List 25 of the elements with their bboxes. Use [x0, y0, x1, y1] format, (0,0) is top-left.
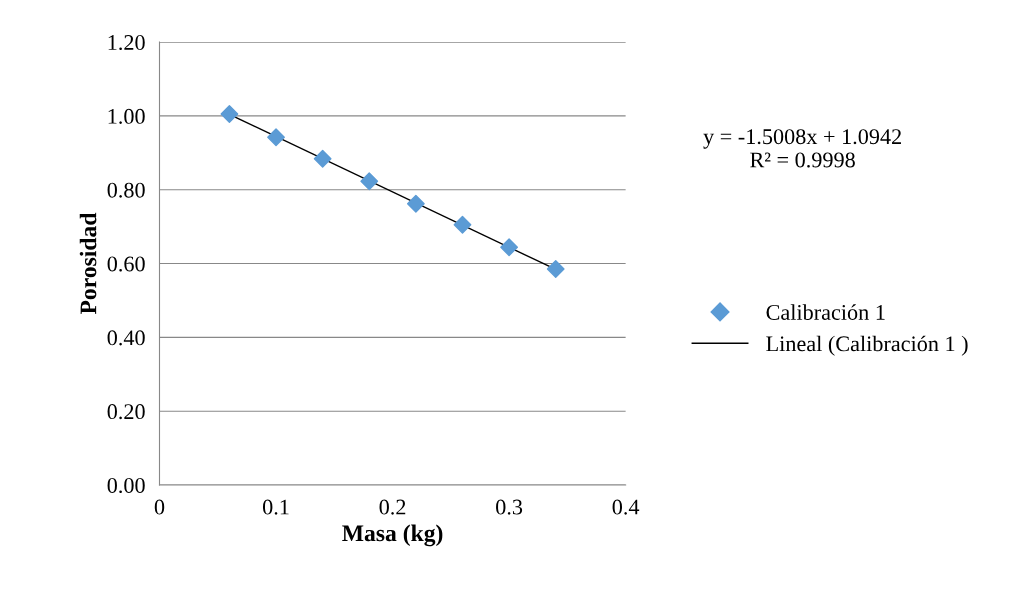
y-tick-label: 0.20: [107, 404, 145, 420]
point: [500, 238, 519, 257]
text: y = -1.5008x + 1.0942 R² = 0.9998: [703, 129, 901, 168]
legend-label: Calibración 1: [766, 304, 885, 320]
legend-label: Lineal (Calibración 1 ): [766, 335, 968, 356]
x-tick-label: 0.4: [612, 499, 640, 515]
y-tick-label: 0.40: [107, 330, 145, 346]
y-axis-title: Porosidad: [79, 212, 97, 315]
y-tick-label: 0.00: [107, 477, 145, 494]
point: [220, 105, 239, 123]
y-tick-label: 0.60: [107, 256, 145, 272]
x-tick-label: 0: [154, 499, 165, 515]
point: [360, 172, 379, 191]
x-tick-label: 0.2: [379, 499, 406, 515]
x-tick-label: 0.3: [496, 499, 523, 515]
point: [267, 128, 285, 147]
point: [313, 149, 332, 168]
point: [546, 260, 565, 278]
x-tick-label: 0.1: [262, 499, 289, 515]
point: [453, 215, 472, 234]
point: [406, 194, 425, 213]
x-axis-title: Masa (kg): [342, 524, 443, 547]
y-tick-label: 0.80: [107, 182, 145, 198]
y-tick-label: 1.20: [108, 35, 145, 51]
y-tick-label: 1.00: [108, 108, 145, 124]
